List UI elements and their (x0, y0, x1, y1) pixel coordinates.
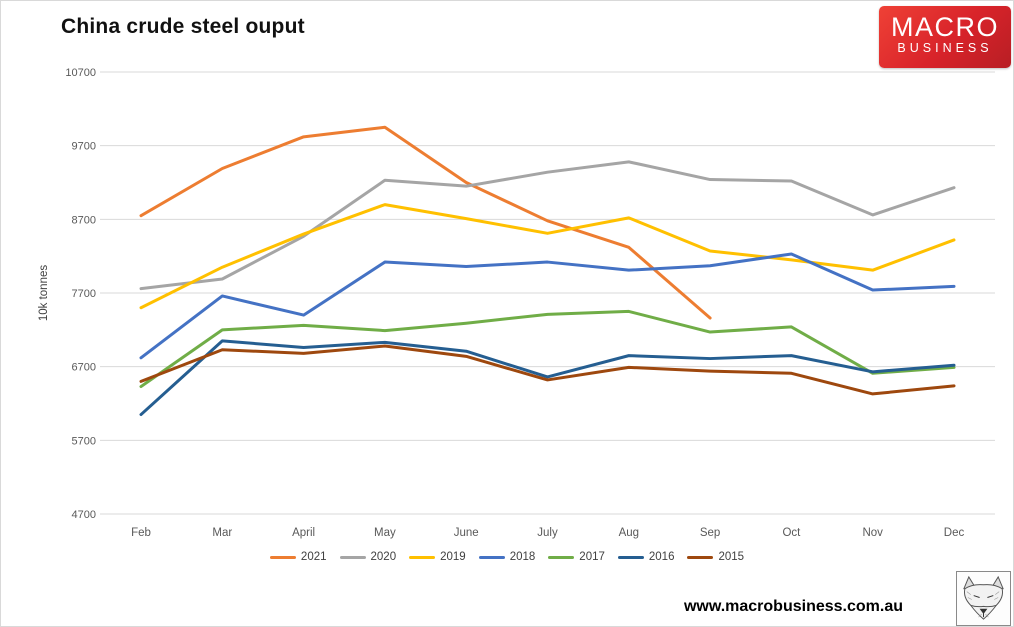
x-tick-label: Mar (212, 527, 232, 539)
series-line-2016 (139, 339, 956, 417)
legend-item-2019: 2019 (409, 551, 466, 563)
legend-label: 2017 (579, 551, 605, 563)
y-tick-label: 10700 (65, 67, 96, 79)
legend-item-2020: 2020 (339, 551, 397, 563)
legend-swatch-2018 (478, 555, 505, 559)
legend-swatch-2015 (687, 555, 714, 559)
legend-item-2018: 2018 (478, 551, 536, 563)
x-tick-label: Feb (131, 527, 151, 539)
y-tick-label: 4700 (72, 509, 96, 521)
y-tick-label: 8700 (72, 214, 96, 226)
legend-item-2016: 2016 (617, 551, 675, 563)
series-line-2020 (139, 160, 956, 291)
legend-item-2017: 2017 (548, 551, 605, 563)
line-chart: 10700 9700 8700 7700 6700 5700 4700 10k tonnes F… (38, 67, 995, 539)
legend-label: 2016 (648, 551, 675, 563)
x-tick-label: May (374, 527, 396, 539)
chart-title: China crude steel ouput (61, 15, 305, 38)
legend-swatch-2021 (269, 555, 296, 559)
y-tick-label: 7700 (72, 288, 96, 300)
legend-label: 2019 (440, 551, 466, 563)
logo-text-business: BUSINESS (897, 41, 993, 55)
series-line-2017 (139, 309, 956, 389)
x-tick-label: Nov (862, 527, 883, 539)
legend-label: 2021 (300, 551, 327, 563)
x-tick-label: Dec (944, 527, 965, 539)
chart-legend: 2021 2020 2019 2018 2017 2016 2015 (1, 549, 1013, 565)
y-tick-label: 9700 (72, 141, 96, 153)
x-tick-label: Sep (700, 527, 720, 539)
y-tick-label: 6700 (72, 362, 96, 374)
x-tick-label: June (454, 527, 479, 539)
legend-item-2015: 2015 (687, 551, 744, 563)
x-tick-label: Aug (619, 527, 639, 539)
fox-sketch-icon (963, 575, 1004, 620)
series-line-2018 (139, 252, 956, 360)
legend-label: 2018 (509, 551, 536, 563)
series-line-2019 (139, 203, 956, 310)
legend-item-2021: 2021 (269, 551, 327, 563)
website-url: www.macrobusiness.com.au (683, 598, 903, 615)
y-axis-title: 10k tonnes (38, 265, 50, 322)
logo-text-macro: MACRO (891, 12, 999, 42)
legend-swatch-2016 (617, 555, 644, 559)
fox-logo (956, 571, 1011, 626)
series-line-2021 (139, 125, 712, 320)
legend-swatch-2020 (339, 555, 366, 559)
x-tick-label: April (292, 527, 315, 539)
legend-label: 2020 (370, 551, 397, 563)
x-tick-label: Oct (782, 527, 801, 539)
legend-swatch-2017 (548, 555, 575, 559)
x-tick-label: July (537, 527, 558, 539)
legend-label: 2015 (718, 551, 745, 563)
series-line-2015 (139, 344, 956, 396)
legend-swatch-2019 (409, 555, 436, 559)
macrobusiness-logo: MACRO BUSINESS (879, 6, 1011, 68)
y-tick-label: 5700 (72, 435, 96, 447)
